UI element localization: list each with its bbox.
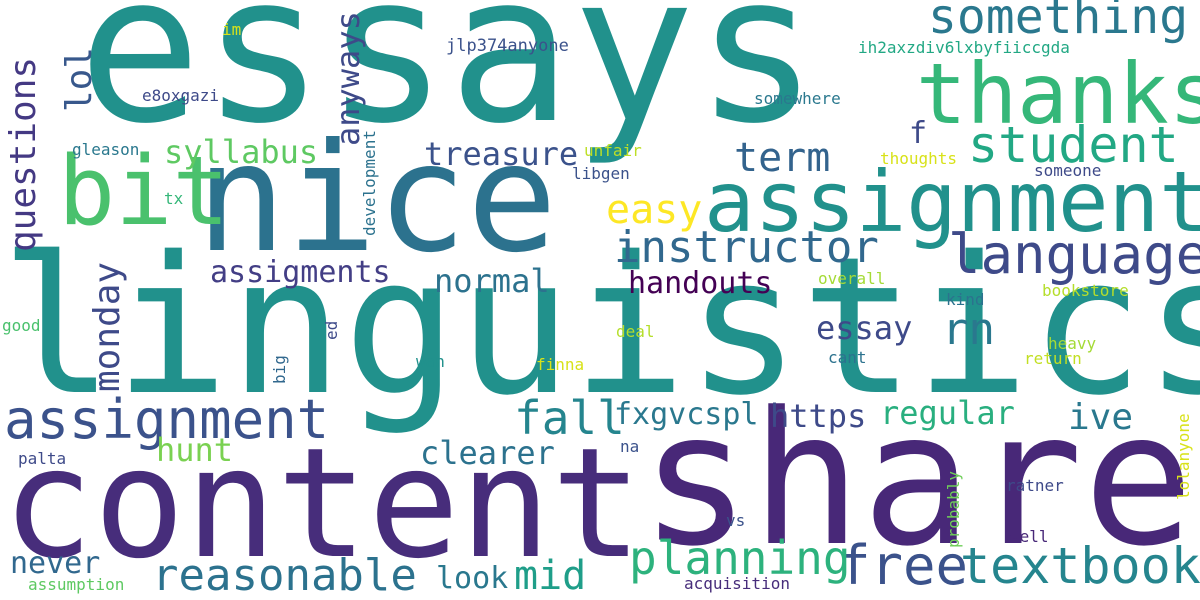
word-https: https	[770, 397, 867, 435]
word-e8oxgazi: e8oxgazi	[142, 86, 220, 105]
word-assigments: assigments	[210, 255, 391, 290]
word-jlp374anyone: jlp374anyone	[446, 36, 569, 56]
word-look: look	[436, 561, 509, 596]
word-gleason: gleason	[72, 140, 140, 159]
word-textbook: textbook	[960, 537, 1200, 595]
word-anyways: anyways	[329, 11, 367, 146]
word-mid: mid	[514, 553, 587, 599]
word-f: f	[909, 116, 928, 151]
word-treasure: treasure	[424, 135, 579, 173]
word-libgen: libgen	[572, 164, 630, 183]
word-assumption: assumption	[28, 575, 125, 594]
word-thoughts: thoughts	[880, 149, 958, 168]
word-content: content	[2, 415, 643, 592]
word-rn: rn	[942, 304, 995, 355]
word-na: na	[620, 437, 640, 456]
word-unfair: unfair	[584, 141, 642, 160]
word-ih2axzdiv6lxbyfiiccgda: ih2axzdiv6lxbyfiiccgda	[858, 38, 1070, 57]
word-wan: wan	[416, 352, 445, 371]
word-bookstore: bookstore	[1042, 281, 1129, 300]
word-deal: deal	[616, 322, 655, 341]
word-ed: ed	[322, 320, 341, 340]
word-hunt: hunt	[156, 431, 234, 469]
word-essays: essays	[78, 0, 819, 169]
word-thanks: thanks	[916, 45, 1200, 143]
word-fall: fall	[514, 391, 625, 445]
word-finna: finna	[536, 355, 585, 374]
word-clearer: clearer	[420, 434, 555, 472]
word-development: development	[360, 130, 379, 236]
word-well: well	[1010, 527, 1049, 546]
word-vs: vs	[726, 511, 746, 530]
word-heavy: heavy	[1048, 334, 1097, 353]
word-someone: someone	[1034, 161, 1102, 180]
word-never: never	[10, 546, 101, 581]
word-assignment: assignment	[4, 388, 330, 451]
word-linguistics: linguistics	[0, 216, 1200, 437]
word-probably: probably	[944, 470, 963, 548]
word-nice: nice	[196, 112, 558, 286]
word-handouts: handouts	[628, 266, 773, 301]
word-big: big	[270, 355, 289, 384]
word-ratner: ratner	[1006, 476, 1064, 495]
word-overall: overall	[818, 269, 886, 288]
word-term: term	[734, 135, 831, 181]
word-easy: easy	[606, 187, 703, 233]
word-something: something	[928, 0, 1189, 45]
word-palta: palta	[18, 449, 67, 468]
word-lolanyone: lolanyone	[1174, 413, 1193, 500]
word-reasonable: reasonable	[152, 550, 417, 600]
word-share: share	[640, 373, 1194, 587]
word-tx: tx	[164, 189, 184, 208]
word-essay: essay	[816, 309, 913, 347]
word-ive: ive	[1068, 397, 1134, 438]
word-normal: normal	[434, 262, 550, 300]
word-regular: regular	[880, 394, 1015, 432]
word-questions: questions	[3, 56, 44, 252]
word-somewhere: somewhere	[754, 89, 841, 108]
word-kind: kind	[946, 290, 985, 309]
word-cant: cant	[828, 348, 867, 367]
word-instructor: instructor	[614, 222, 879, 273]
word-student: student	[968, 116, 1179, 174]
word-good: good	[2, 316, 41, 335]
word-bit: bit	[58, 137, 230, 247]
word-fxgvcspl: fxgvcspl	[614, 397, 759, 432]
word-syllabus: syllabus	[164, 133, 319, 171]
word-language: language	[948, 223, 1200, 286]
word-planning: planning	[629, 531, 851, 585]
word-im: im	[222, 20, 242, 39]
word-lol: lol	[59, 46, 100, 112]
word-free: free	[838, 534, 969, 597]
word-acquisition: acquisition	[684, 574, 790, 593]
word-monday: monday	[87, 261, 128, 392]
word-return: return	[1024, 349, 1082, 368]
